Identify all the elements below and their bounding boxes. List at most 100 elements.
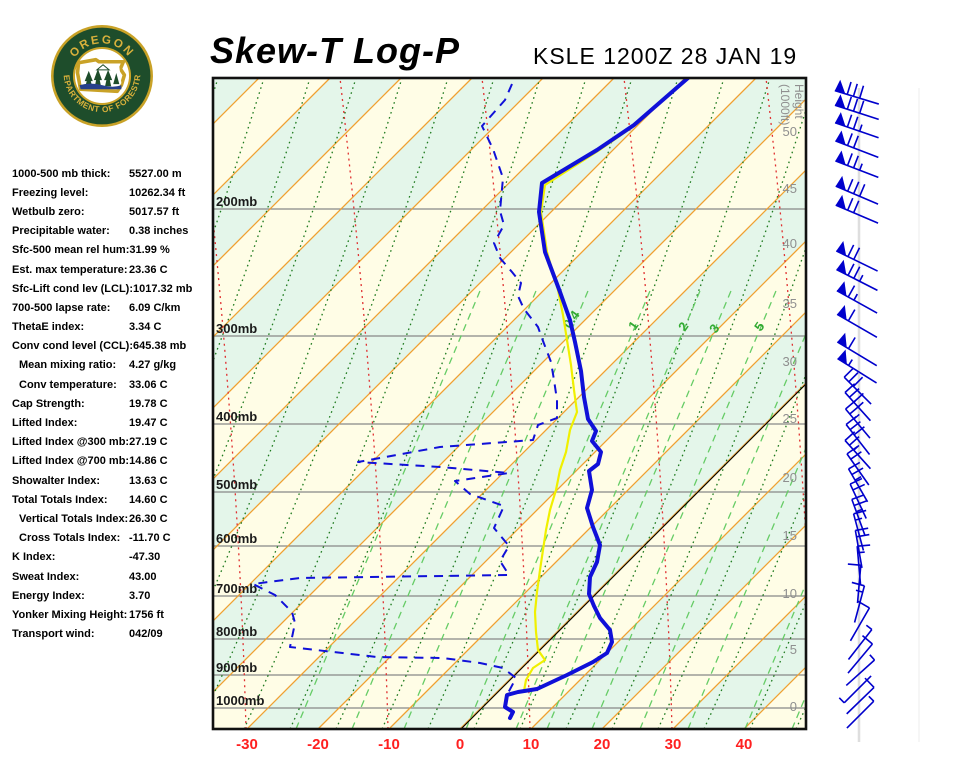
stat-label: Lifted Index @300 mb: xyxy=(12,436,130,449)
adiabat-dotted-green xyxy=(565,107,806,729)
temperature-trace xyxy=(503,78,690,720)
adiabat-dotted-green xyxy=(289,78,541,729)
stat-row: Precipitable water: 0.38 inches xyxy=(12,222,212,241)
wind-barb xyxy=(846,445,870,486)
stat-value: 5527.00 m xyxy=(129,167,182,180)
stat-value: 3.34 C xyxy=(129,321,162,334)
isotherm-band xyxy=(0,78,46,729)
stat-label: Sfc-Lift cond lev (LCL): xyxy=(12,282,133,295)
temp-axis-label: -10 xyxy=(378,736,400,753)
wind-barb xyxy=(849,600,871,642)
isotherm-line xyxy=(213,98,806,693)
stat-label: Sfc-500 mean rel hum: xyxy=(12,244,130,257)
stat-row: Lifted Index @300 mb: 27.19 C xyxy=(12,433,212,452)
isotherm-band xyxy=(0,78,188,729)
stat-value: -11.70 C xyxy=(129,532,171,545)
moist-adiabat-dotted-red xyxy=(481,78,531,729)
stat-value: -47.30 xyxy=(129,551,161,564)
station-datetime: KSLE 1200Z 28 JAN 19 xyxy=(533,43,798,69)
stat-row: Sfc-500 mean rel hum: 31.99 % xyxy=(12,241,212,260)
stat-row: Transport wind: 042/09 xyxy=(12,625,212,644)
stat-row: Showalter Index: 13.63 C xyxy=(12,471,212,490)
stat-value: 33.06 C xyxy=(129,378,168,391)
stat-row: Sweat Index: 43.00 xyxy=(12,567,212,586)
isotherm-line xyxy=(530,453,806,729)
stat-label: K Index: xyxy=(12,551,56,564)
isotherm-band xyxy=(815,78,960,729)
height-tick-label: 45 xyxy=(783,181,797,196)
adiabat-dotted-green xyxy=(213,78,357,482)
plot-area: 0.4 1 2 3 5200mb300mb400mb500mb600mb700mb800… xyxy=(0,78,960,729)
pressure-label: 900mb xyxy=(216,660,257,675)
pressure-label: 200mb xyxy=(216,194,257,209)
adiabat-dotted-green xyxy=(0,78,172,729)
stat-label: Yonker Mixing Height: xyxy=(12,608,128,621)
wind-barb xyxy=(834,79,880,105)
isotherm-line xyxy=(388,311,806,729)
stat-value: 14.60 C xyxy=(129,493,168,506)
stat-row: Conv temperature: 33.06 C xyxy=(12,375,212,394)
adiabat-dotted-green xyxy=(213,78,403,593)
pressure-label: 600mb xyxy=(216,531,257,546)
stat-label: Sweat Index: xyxy=(12,570,80,583)
isotherm-band xyxy=(213,78,806,692)
stat-label: Cap Strength: xyxy=(12,397,85,410)
stat-row: Wetbulb zero: 5017.57 ft xyxy=(12,202,212,221)
isotherm-line xyxy=(213,78,473,338)
wind-barb xyxy=(836,281,878,314)
wind-barb xyxy=(851,581,866,623)
moist-adiabat-dotted-red xyxy=(339,78,389,729)
stat-row: Energy Index: 3.70 xyxy=(12,586,212,605)
stat-value: 10262.34 ft xyxy=(129,186,186,199)
pressure-label: 1000mb xyxy=(216,693,264,708)
stat-row: Sfc-Lift cond lev (LCL): 1017.32 mb xyxy=(12,279,212,298)
wind-barb xyxy=(847,635,874,674)
isotherm-line xyxy=(459,382,806,729)
wind-barb xyxy=(847,624,873,660)
wind-barb xyxy=(835,241,878,272)
isotherm-line xyxy=(886,78,960,729)
temp-axis-label: 20 xyxy=(594,736,611,753)
stat-row: Vertical Totals Index: 26.30 C xyxy=(12,509,212,528)
height-tick-label: 10 xyxy=(783,586,797,601)
wind-barb xyxy=(835,130,879,159)
stat-row: Freezing level: 10262.34 ft xyxy=(12,183,212,202)
stat-value: 042/09 xyxy=(129,628,163,641)
sounding-indices-panel: 1000-500 mb thick: 5527.00 m Freezing leve… xyxy=(12,164,212,644)
adiabat-dotted-green xyxy=(657,372,806,729)
wind-barb xyxy=(847,461,869,503)
wind-barb xyxy=(835,150,879,179)
adiabat-dotted-green xyxy=(335,78,587,729)
isotherm-line xyxy=(815,78,960,729)
isotherm-line xyxy=(213,78,544,409)
temp-axis-label: 10 xyxy=(523,736,540,753)
stat-label: 1000-500 mb thick: xyxy=(12,167,111,180)
isotherm-line xyxy=(213,78,331,196)
mixing-ratio-line xyxy=(515,289,701,729)
stat-label: Lifted Index @700 mb: xyxy=(12,455,130,468)
stat-label: Est. max temperature: xyxy=(12,263,128,276)
moist-adiabat-dotted-red xyxy=(623,78,673,729)
stat-row: 1000-500 mb thick: 5527.00 m xyxy=(12,164,212,183)
odf-logo: OREGON DEPARTMENT OF FORESTRY xyxy=(50,24,153,127)
wind-barb xyxy=(834,94,879,121)
stat-value: 5017.57 ft xyxy=(129,205,180,218)
stat-value: 26.30 C xyxy=(129,512,168,525)
stat-row: Conv cond level (CCL): 645.38 mb xyxy=(12,337,212,356)
temp-axis-label: 30 xyxy=(665,736,682,753)
wind-barb xyxy=(852,509,867,551)
stat-row: Yonker Mixing Height: 1756 ft xyxy=(12,605,212,624)
stat-row: ThetaE index: 3.34 C xyxy=(12,318,212,337)
stat-value: 14.86 C xyxy=(129,455,168,468)
mixing-ratio-line xyxy=(295,289,481,729)
wind-barb xyxy=(846,695,875,729)
height-tick-label: 40 xyxy=(783,236,797,251)
stat-label: Total Totals Index: xyxy=(12,493,108,506)
adiabat-dotted-green xyxy=(795,705,806,729)
adiabat-dotted-green xyxy=(519,78,771,729)
wind-barb xyxy=(845,654,876,687)
moist-adiabat-dotted-red xyxy=(213,212,247,729)
stat-value: 27.19 C xyxy=(129,436,168,449)
mixing-ratio-line xyxy=(351,289,537,729)
stat-value: 6.09 C/km xyxy=(129,301,181,314)
